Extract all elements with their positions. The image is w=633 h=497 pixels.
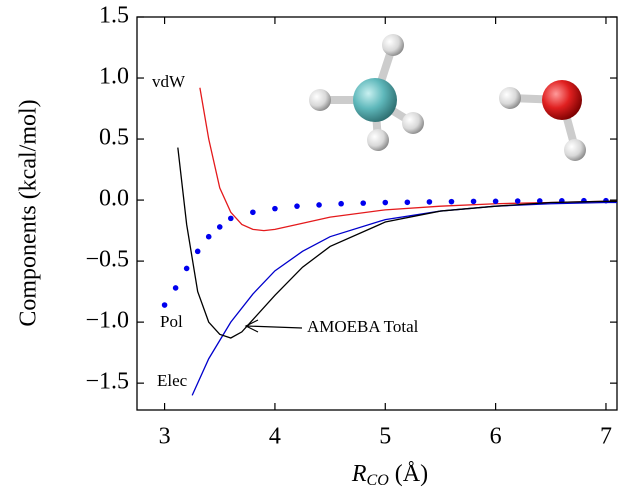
series-dot	[338, 200, 344, 207]
annotation-arrowhead	[244, 319, 259, 333]
y-tick-label: 1.0	[99, 64, 129, 90]
plot-frame	[136, 16, 618, 411]
series-dot	[205, 233, 212, 240]
series-line	[191, 201, 617, 396]
series-dot	[172, 285, 179, 291]
series-dot	[448, 198, 455, 205]
series-dot	[492, 198, 499, 205]
series-line	[199, 87, 617, 232]
series-dot	[161, 302, 168, 308]
series-dot	[183, 265, 190, 272]
x-tick-label: 3	[159, 424, 171, 450]
series-dot	[404, 199, 411, 206]
series-dot	[272, 205, 278, 212]
series-dot	[194, 248, 201, 255]
series-dot	[227, 215, 234, 222]
series-dot	[470, 198, 477, 205]
series-label: vdW	[152, 72, 186, 91]
annotation-arrow	[245, 325, 303, 329]
series-dot	[250, 209, 256, 216]
series-label: Pol	[160, 312, 183, 331]
series-dot	[316, 202, 322, 208]
x-tick-label: 7	[600, 424, 612, 450]
series-dot	[294, 203, 300, 209]
x-tick-label: 5	[379, 424, 391, 450]
water-molecule	[499, 80, 586, 161]
series-label: AMOEBA Total	[307, 317, 419, 336]
x-axis-label: RCO (Å)	[351, 461, 428, 489]
series-dot	[382, 199, 389, 206]
methane-molecule	[309, 34, 424, 151]
y-tick-label: 1.5	[99, 3, 129, 29]
y-tick-label: −0.5	[85, 247, 129, 273]
series-dot	[536, 198, 543, 204]
series-dot	[216, 224, 223, 230]
series-dot	[514, 198, 521, 204]
x-tick-label: 4	[269, 424, 281, 450]
y-tick-label: −1.0	[85, 308, 129, 334]
series-dot	[360, 200, 367, 206]
x-axis-symbol: R	[351, 461, 367, 487]
y-tick-label: −1.5	[85, 369, 129, 395]
series-line	[177, 147, 617, 339]
x-tick-label: 6	[490, 424, 502, 450]
y-tick-label: 0.5	[99, 125, 129, 151]
y-tick-label: 0.0	[99, 186, 129, 212]
x-axis-subscript: CO	[367, 472, 390, 489]
y-axis-label: Components (kcal/mol)	[16, 99, 42, 326]
series-label: Elec	[157, 371, 188, 390]
series-dot	[426, 199, 433, 205]
x-axis-unit: (Å)	[395, 461, 428, 487]
